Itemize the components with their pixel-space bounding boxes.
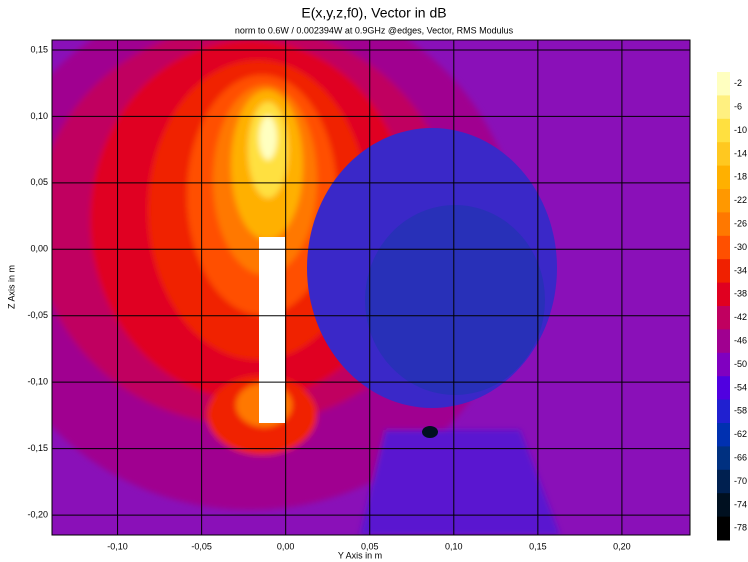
- colorbar-label: -42: [734, 312, 747, 322]
- colorbar-label: -78: [734, 523, 747, 533]
- y-tick-label: 0,05: [30, 177, 48, 187]
- colorbar-label: -70: [734, 476, 747, 486]
- head-region: [422, 426, 438, 438]
- y-tick-label: 0,15: [30, 44, 48, 54]
- x-tick-label: 0,15: [529, 541, 547, 551]
- antenna: [259, 237, 285, 423]
- x-tick-label: -0,10: [107, 541, 128, 551]
- colorbar-cell: [717, 189, 730, 213]
- colorbar-cell: [717, 212, 730, 237]
- colorbar-cell: [717, 72, 730, 96]
- colorbar-label: -74: [734, 499, 747, 509]
- colorbar-cell: [717, 165, 730, 190]
- y-tick-label: 0,00: [30, 244, 48, 254]
- colorbar-cell: [717, 376, 730, 401]
- colorbar-label: -58: [734, 406, 747, 416]
- colorbar-label: -46: [734, 335, 747, 345]
- field-region: [259, 116, 277, 160]
- colorbar-label: -6: [734, 101, 742, 111]
- x-tick-label: 0,00: [277, 541, 295, 551]
- y-tick-label: -0,20: [27, 509, 48, 519]
- neck-region: [360, 430, 560, 535]
- colorbar-cell: [717, 95, 730, 120]
- colorbar-label: -50: [734, 359, 747, 369]
- colorbar-cell: [717, 118, 730, 143]
- chart-subtitle: norm to 0.6W / 0.002394W at 0.9GHz @edge…: [235, 25, 514, 35]
- x-axis-label: Y Axis in m: [338, 550, 382, 560]
- colorbar-cell: [717, 352, 730, 377]
- x-tick-label: 0,05: [361, 541, 379, 551]
- colorbar-cell: [717, 423, 730, 447]
- colorbar-cell: [717, 329, 730, 354]
- chart-title: E(x,y,z,f0), Vector in dB: [301, 5, 446, 21]
- y-tick-label: -0,10: [27, 377, 48, 387]
- colorbar-cell: [717, 259, 730, 284]
- x-tick-label: 0,20: [613, 541, 631, 551]
- colorbar-cell: [717, 399, 730, 424]
- colorbar-label: -26: [734, 218, 747, 228]
- colorbar-cell: [717, 469, 730, 494]
- colorbar-label: -54: [734, 382, 747, 392]
- colorbar-label: -62: [734, 429, 747, 439]
- colorbar-label: -18: [734, 172, 747, 182]
- y-tick-label: -0,15: [27, 443, 48, 453]
- colorbar-label: -22: [734, 195, 747, 205]
- colorbar-cell: [717, 282, 730, 307]
- colorbar-label: -10: [734, 125, 747, 135]
- colorbar-cell: [717, 493, 730, 518]
- colorbar-label: -2: [734, 78, 742, 88]
- colorbar-cell: [717, 516, 730, 541]
- head-region: [365, 205, 545, 395]
- x-tick-label: -0,05: [191, 541, 212, 551]
- colorbar-cell: [717, 235, 730, 260]
- colorbar-label: -66: [734, 452, 747, 462]
- field-map: [52, 40, 690, 535]
- colorbar-cell: [717, 306, 730, 330]
- colorbar-label: -30: [734, 242, 747, 252]
- colorbar-label: -34: [734, 265, 747, 275]
- colorbar-cell: [717, 446, 730, 471]
- plot-frame: [51, 39, 691, 536]
- y-tick-label: 0,10: [30, 111, 48, 121]
- colorbar-label: -38: [734, 289, 747, 299]
- colorbar-cell: [717, 142, 730, 167]
- y-axis-label: Z Axis in m: [6, 265, 16, 309]
- colorbar-label: -14: [734, 148, 747, 158]
- x-tick-label: 0,10: [445, 541, 463, 551]
- y-tick-label: -0,05: [27, 310, 48, 320]
